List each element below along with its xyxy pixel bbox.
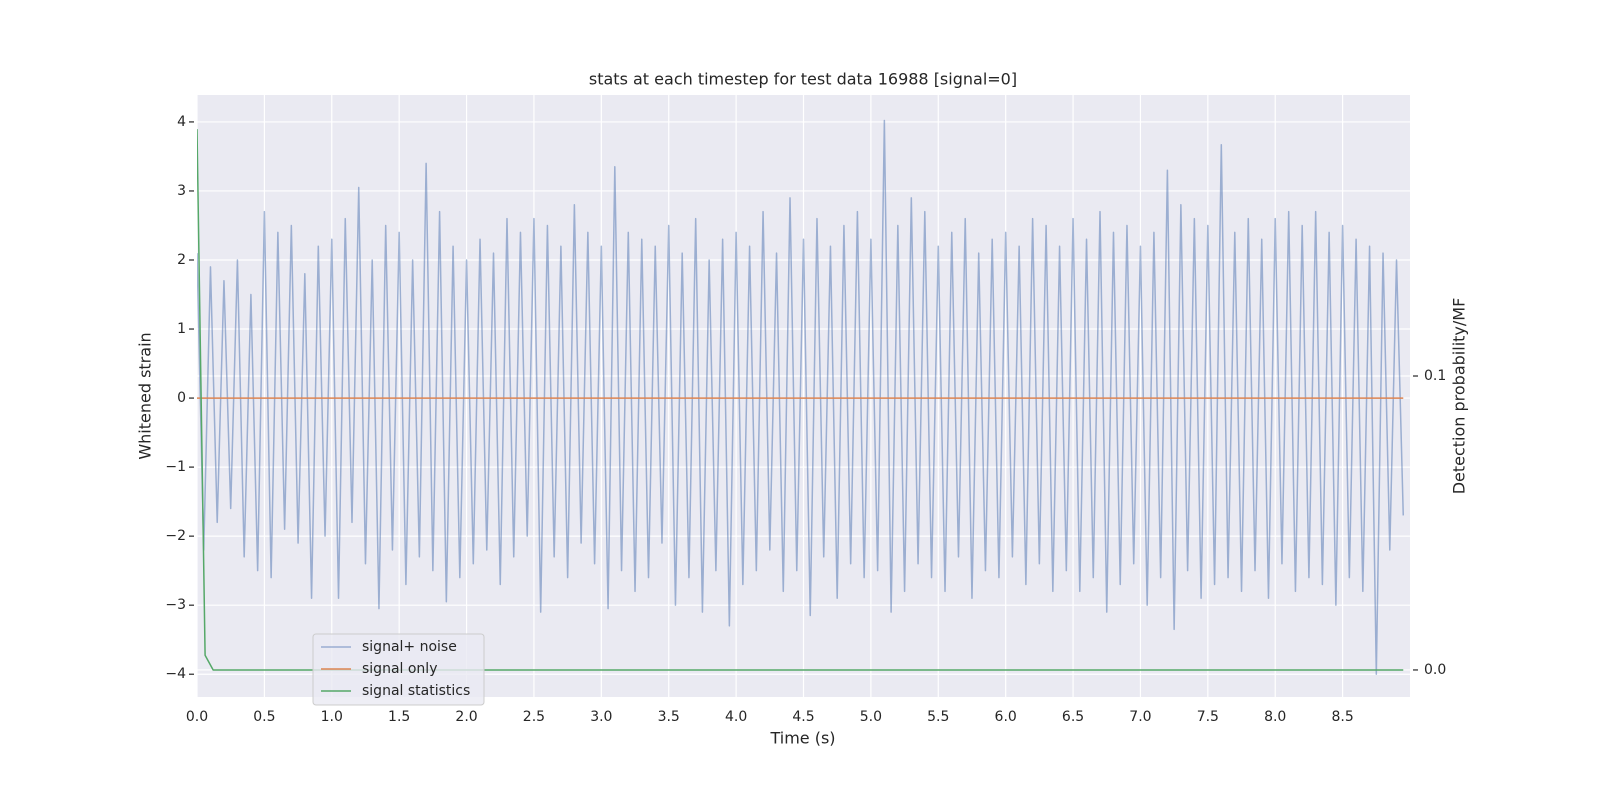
legend-label: signal+ noise xyxy=(362,639,457,655)
x-tick-label: 0.0 xyxy=(186,709,208,725)
x-tick-label: 7.0 xyxy=(1129,709,1151,725)
chart-title: stats at each timestep for test data 169… xyxy=(589,70,1017,89)
x-tick-label: 5.0 xyxy=(860,709,882,725)
labels: 0.0 0.5 1.0 1.5 2.0 2.5 3.0 3.5 4.0 4.5 5.0 5.5 6.0 6… xyxy=(165,114,1446,725)
legend: signal+ noise signal only signal statistic… xyxy=(312,633,485,706)
x-tick-label: 2.0 xyxy=(455,709,477,725)
y2-tick-label: 0.1 xyxy=(1424,368,1446,384)
y-tick-label: −1 xyxy=(165,459,186,475)
series-line xyxy=(197,119,1405,675)
legend-box xyxy=(312,633,485,706)
marks xyxy=(197,119,1405,675)
y-tick-label: 0 xyxy=(177,390,186,406)
y-tick-label: 4 xyxy=(177,114,186,130)
x-tick-label: 4.5 xyxy=(792,709,814,725)
y-tick-label: 2 xyxy=(177,252,186,268)
x-tick-label: 1.5 xyxy=(388,709,410,725)
y-tick-label: 3 xyxy=(177,183,186,199)
x-tick-label: 5.5 xyxy=(927,709,949,725)
y-tick-label: −2 xyxy=(165,528,186,544)
y-tick-label: −3 xyxy=(165,597,186,613)
x-tick-label: 4.0 xyxy=(725,709,747,725)
x-tick-label: 8.0 xyxy=(1264,709,1286,725)
x-tick-label: 3.0 xyxy=(590,709,612,725)
series-line xyxy=(197,129,1404,671)
x-tick-label: 0.5 xyxy=(253,709,275,725)
x-tick-label: 2.5 xyxy=(523,709,545,725)
legend-label: signal statistics xyxy=(362,683,470,699)
x-tick-label: 6.5 xyxy=(1062,709,1084,725)
x-tick-label: 8.5 xyxy=(1331,709,1353,725)
x-axis-label: Time (s) xyxy=(769,729,835,748)
legend-label: signal only xyxy=(362,661,437,677)
y-axis-label: Whitened strain xyxy=(136,332,155,459)
x-tick-label: 7.5 xyxy=(1197,709,1219,725)
y-tick-label: −4 xyxy=(165,666,186,682)
x-tick-label: 6.0 xyxy=(995,709,1017,725)
y2-axis-label: Detection probability/MF xyxy=(1450,298,1469,495)
y2-tick-label: 0.0 xyxy=(1424,662,1446,678)
y-tick-label: 1 xyxy=(177,321,186,337)
x-tick-label: 1.0 xyxy=(321,709,343,725)
x-tick-label: 3.5 xyxy=(658,709,680,725)
